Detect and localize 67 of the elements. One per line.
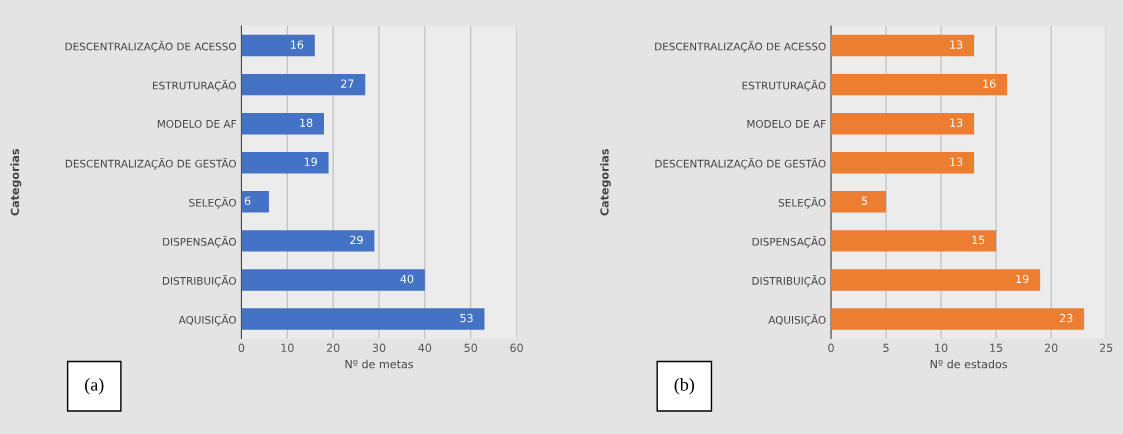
bar <box>831 112 975 135</box>
bar <box>831 152 975 174</box>
bar <box>831 269 1041 291</box>
bar <box>241 34 315 57</box>
x-tick-label: 40 <box>418 343 432 352</box>
bar <box>241 269 425 291</box>
text: (b) <box>674 378 695 395</box>
x-tick-label: 60 <box>510 343 523 352</box>
bar <box>831 73 1008 96</box>
y-tick-label: DISPENSAÇÃO <box>163 236 236 248</box>
data-label: 19 <box>304 157 317 166</box>
x-tick-label: 5 <box>883 343 889 352</box>
data-label: 18 <box>300 118 313 127</box>
x-tick-label: 30 <box>372 343 386 352</box>
y-tick-label: ESTRUTURAÇÃO <box>153 79 236 92</box>
bar <box>241 191 269 213</box>
y-tick-label: MODELO DE AF <box>747 119 826 128</box>
x-tick-label: 10 <box>281 343 294 352</box>
data-label: 5 <box>861 196 868 206</box>
x-axis-title: Nº de estados <box>930 359 1008 369</box>
bar <box>241 152 329 174</box>
y-tick-label: SELEÇÃO <box>778 196 826 209</box>
y-tick-label: DESCENTRALIZAÇÃO DE GESTÃO <box>655 157 826 170</box>
bar <box>831 230 997 252</box>
y-tick-label: DISTRIBUIÇÃO <box>162 275 236 287</box>
x-tick-label: 20 <box>326 343 340 352</box>
y-tick-label: AQUISIÇÃO <box>768 314 826 326</box>
data-label: 13 <box>950 118 963 127</box>
x-tick-label: 0 <box>238 343 245 352</box>
x-tick-label: 25 <box>1099 343 1113 352</box>
y-tick-label: DISTRIBUIÇÃO <box>752 275 826 287</box>
y-axis-title: Categorias <box>10 149 22 216</box>
data-label: 16 <box>291 40 304 49</box>
data-label: 16 <box>983 79 996 88</box>
y-tick-label: DESCENTRALIZAÇÃO DE ACESSO <box>655 40 826 53</box>
data-label: 19 <box>1016 274 1029 284</box>
bar <box>241 112 324 135</box>
data-label: 6 <box>244 196 251 206</box>
x-tick-label: 0 <box>828 343 834 352</box>
data-label: 29 <box>350 235 363 245</box>
data-label: 15 <box>972 235 985 245</box>
x-tick-label: 15 <box>990 343 1003 352</box>
x-tick-label: 10 <box>935 343 948 352</box>
y-axis-title: Categorias <box>600 149 611 216</box>
y-tick-label: SELEÇÃO <box>189 196 236 209</box>
data-label: 13 <box>950 40 963 49</box>
bar <box>241 230 375 252</box>
x-axis-title: Nº de metas <box>345 359 414 369</box>
y-tick-label: DISPENSAÇÃO <box>752 236 826 248</box>
y-tick-label: DESCENTRALIZAÇÃO DE ACESSO <box>65 40 236 53</box>
text: (a) <box>85 378 104 395</box>
bar <box>241 308 485 330</box>
y-tick-label: MODELO DE AF <box>157 119 236 128</box>
y-tick-label: DESCENTRALIZAÇÃO DE GESTÃO <box>65 157 236 170</box>
bar <box>831 308 1085 330</box>
x-tick-label: 50 <box>464 343 478 352</box>
y-tick-label: ESTRUTURAÇÃO <box>742 79 826 92</box>
data-label: 13 <box>950 157 963 166</box>
data-label: 53 <box>460 313 473 323</box>
bar <box>241 73 366 96</box>
bar <box>831 191 887 213</box>
x-tick-label: 20 <box>1044 343 1058 352</box>
data-label: 27 <box>341 79 354 88</box>
y-tick-label: AQUISIÇÃO <box>178 314 236 326</box>
bar <box>831 34 975 57</box>
data-label: 40 <box>400 274 414 284</box>
data-label: 23 <box>1059 313 1073 323</box>
